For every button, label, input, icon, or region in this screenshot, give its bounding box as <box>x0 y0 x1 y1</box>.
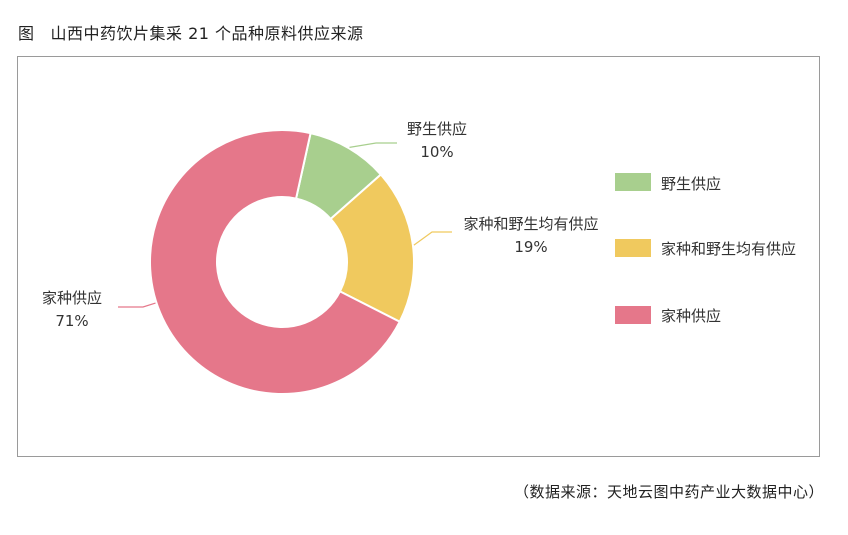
legend-swatch-wild <box>615 173 651 191</box>
legend-swatch-cultivated <box>615 306 651 324</box>
slice-label-wild: 野生供应 <box>407 120 467 138</box>
legend-swatch-mixed <box>615 239 651 257</box>
donut-slice-mixed <box>329 173 415 324</box>
slice-value-wild: 10% <box>420 143 453 161</box>
leader-line-cultivated <box>118 302 156 308</box>
figure-label: 图 <box>18 24 35 43</box>
chart-frame <box>17 56 820 457</box>
legend-label-wild: 野生供应 <box>661 175 722 193</box>
figure-title-text: 山西中药饮片集采 21 个品种原料供应来源 <box>50 24 364 43</box>
leader-lines <box>118 142 452 308</box>
slice-value-cultivated: 71% <box>55 312 88 330</box>
slice-labels: 野生供应 10% 家种和野生均有供应 19% 家种供应 71% <box>42 120 599 330</box>
leader-line-mixed <box>413 231 452 246</box>
slice-label-cultivated: 家种供应 <box>42 289 102 307</box>
legend-label-cultivated: 家种供应 <box>661 307 722 325</box>
data-source-note: （数据来源：天地云图中药产业大数据中心） <box>513 483 824 501</box>
slice-value-mixed: 19% <box>514 238 547 256</box>
leader-line-wild <box>349 142 397 148</box>
slice-label-mixed: 家种和野生均有供应 <box>463 215 598 233</box>
figure-title: 图山西中药饮片集采 21 个品种原料供应来源 <box>18 20 364 44</box>
donut-slices <box>149 129 415 395</box>
donut-slice-cultivated <box>149 129 402 395</box>
legend-label-mixed: 家种和野生均有供应 <box>661 240 797 258</box>
